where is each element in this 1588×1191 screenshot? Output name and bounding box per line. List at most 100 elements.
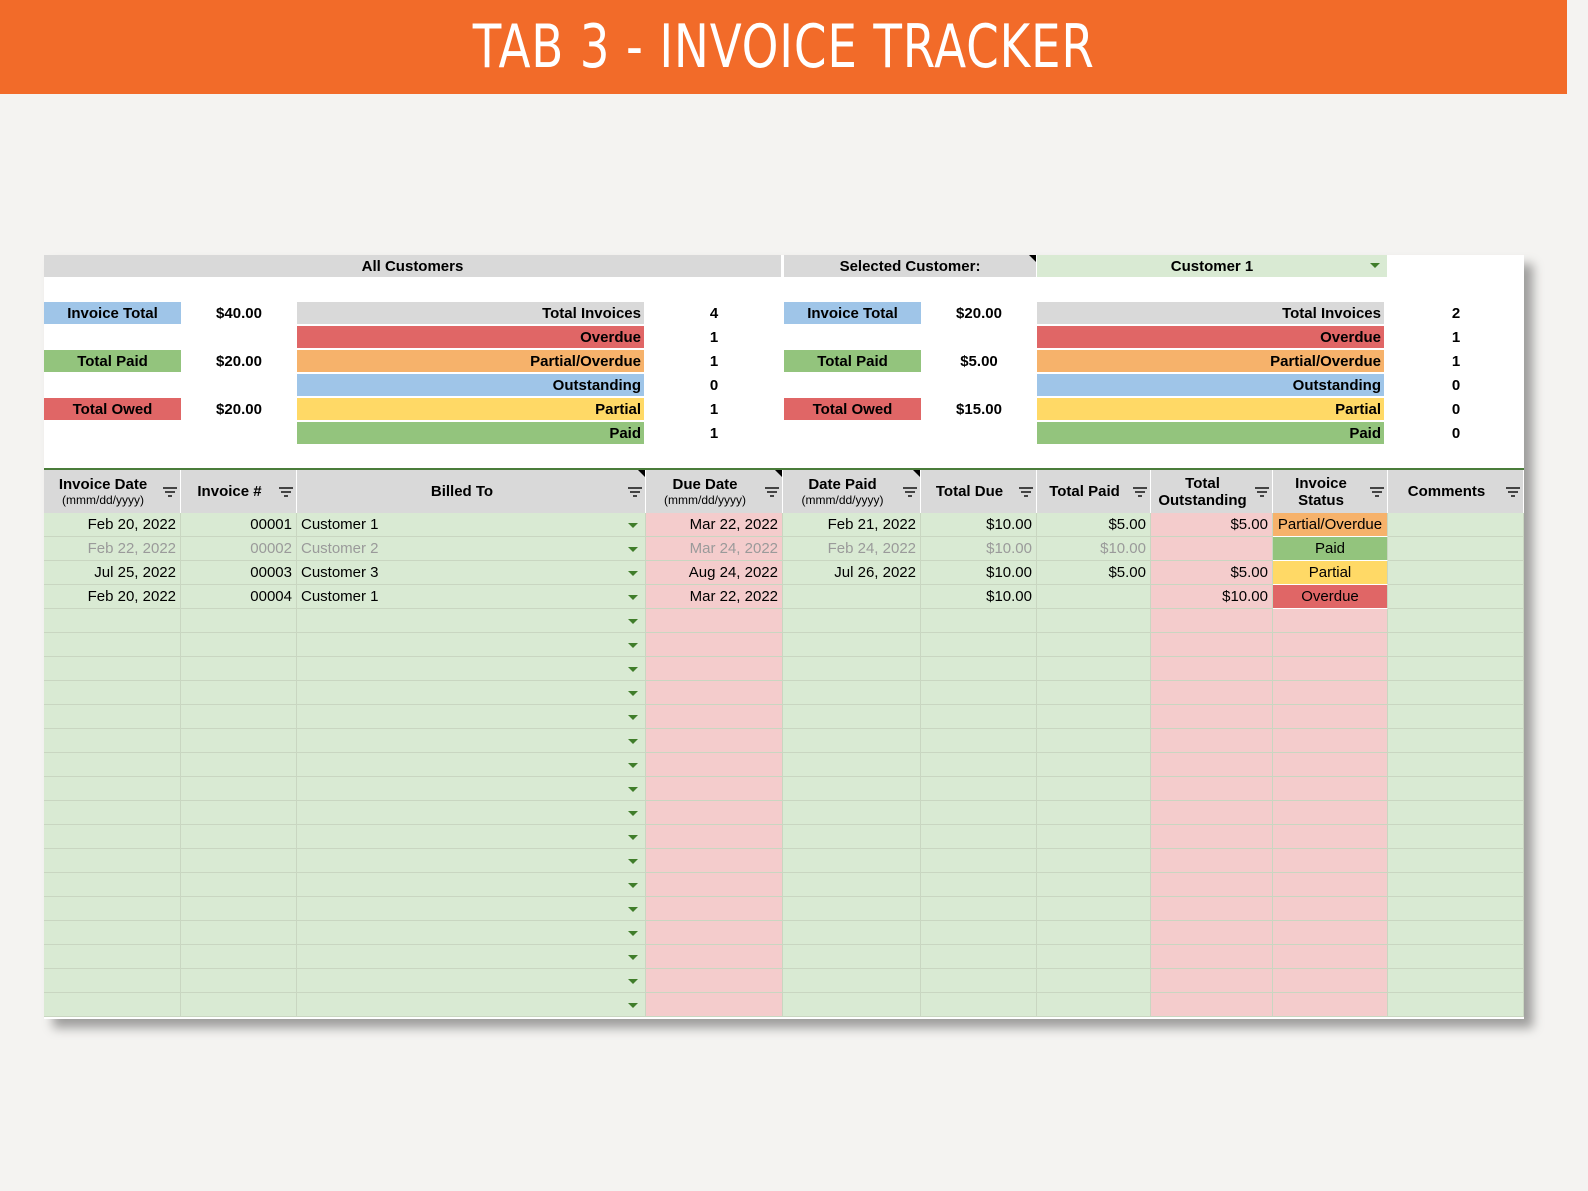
cell-comments[interactable] bbox=[1388, 633, 1524, 657]
cell-due-date[interactable]: Mar 22, 2022 bbox=[646, 513, 783, 537]
cell-invoice-number[interactable] bbox=[181, 825, 297, 849]
cell-billed-to[interactable] bbox=[297, 849, 646, 873]
cell-billed-to[interactable] bbox=[297, 897, 646, 921]
dropdown-arrow-icon[interactable] bbox=[628, 523, 638, 528]
cell-total-paid[interactable] bbox=[1037, 897, 1151, 921]
cell-total-outstanding[interactable] bbox=[1151, 537, 1273, 561]
cell-invoice-number[interactable]: 00004 bbox=[181, 585, 297, 609]
cell-invoice-status[interactable] bbox=[1273, 657, 1388, 681]
cell-date-paid[interactable] bbox=[783, 825, 921, 849]
cell-total-paid[interactable]: $5.00 bbox=[1037, 513, 1151, 537]
cell-invoice-date[interactable] bbox=[44, 657, 181, 681]
cell-invoice-date[interactable] bbox=[44, 873, 181, 897]
cell-total-due[interactable] bbox=[921, 825, 1037, 849]
dropdown-arrow-icon[interactable] bbox=[1370, 263, 1380, 268]
cell-invoice-number[interactable] bbox=[181, 897, 297, 921]
cell-due-date[interactable] bbox=[646, 897, 783, 921]
cell-comments[interactable] bbox=[1388, 681, 1524, 705]
cell-invoice-number[interactable] bbox=[181, 993, 297, 1017]
cell-due-date[interactable] bbox=[646, 705, 783, 729]
cell-total-due[interactable] bbox=[921, 945, 1037, 969]
cell-date-paid[interactable] bbox=[783, 993, 921, 1017]
dropdown-arrow-icon[interactable] bbox=[628, 907, 638, 912]
cell-total-due[interactable] bbox=[921, 705, 1037, 729]
cell-invoice-date[interactable] bbox=[44, 849, 181, 873]
cell-invoice-date[interactable] bbox=[44, 681, 181, 705]
cell-invoice-status[interactable]: Partial/Overdue bbox=[1273, 513, 1388, 537]
cell-total-due[interactable]: $10.00 bbox=[921, 513, 1037, 537]
cell-date-paid[interactable] bbox=[783, 849, 921, 873]
cell-total-paid[interactable]: $5.00 bbox=[1037, 561, 1151, 585]
dropdown-arrow-icon[interactable] bbox=[628, 811, 638, 816]
cell-billed-to[interactable] bbox=[297, 729, 646, 753]
cell-date-paid[interactable] bbox=[783, 729, 921, 753]
cell-date-paid[interactable] bbox=[783, 585, 921, 609]
cell-total-outstanding[interactable] bbox=[1151, 777, 1273, 801]
cell-total-outstanding[interactable] bbox=[1151, 945, 1273, 969]
cell-total-paid[interactable] bbox=[1037, 801, 1151, 825]
cell-invoice-date[interactable] bbox=[44, 705, 181, 729]
cell-comments[interactable] bbox=[1388, 897, 1524, 921]
cell-invoice-number[interactable] bbox=[181, 873, 297, 897]
cell-invoice-date[interactable] bbox=[44, 801, 181, 825]
cell-invoice-date[interactable] bbox=[44, 633, 181, 657]
cell-comments[interactable] bbox=[1388, 825, 1524, 849]
cell-total-outstanding[interactable] bbox=[1151, 657, 1273, 681]
cell-invoice-status[interactable] bbox=[1273, 969, 1388, 993]
cell-total-due[interactable] bbox=[921, 849, 1037, 873]
dropdown-arrow-icon[interactable] bbox=[628, 715, 638, 720]
cell-billed-to[interactable]: Customer 1 bbox=[297, 513, 646, 537]
cell-total-paid[interactable] bbox=[1037, 969, 1151, 993]
cell-date-paid[interactable] bbox=[783, 801, 921, 825]
cell-total-paid[interactable] bbox=[1037, 849, 1151, 873]
cell-comments[interactable] bbox=[1388, 657, 1524, 681]
cell-total-paid[interactable] bbox=[1037, 753, 1151, 777]
cell-invoice-status[interactable] bbox=[1273, 897, 1388, 921]
cell-invoice-status[interactable] bbox=[1273, 873, 1388, 897]
cell-total-outstanding[interactable] bbox=[1151, 873, 1273, 897]
cell-due-date[interactable] bbox=[646, 657, 783, 681]
cell-total-outstanding[interactable] bbox=[1151, 633, 1273, 657]
cell-date-paid[interactable] bbox=[783, 945, 921, 969]
cell-total-outstanding[interactable]: $5.00 bbox=[1151, 513, 1273, 537]
cell-due-date[interactable] bbox=[646, 969, 783, 993]
cell-comments[interactable] bbox=[1388, 873, 1524, 897]
cell-invoice-date[interactable]: Jul 25, 2022 bbox=[44, 561, 181, 585]
cell-total-paid[interactable] bbox=[1037, 777, 1151, 801]
cell-total-outstanding[interactable]: $10.00 bbox=[1151, 585, 1273, 609]
cell-total-due[interactable] bbox=[921, 729, 1037, 753]
cell-due-date[interactable] bbox=[646, 849, 783, 873]
cell-invoice-status[interactable]: Partial bbox=[1273, 561, 1388, 585]
cell-total-paid[interactable] bbox=[1037, 945, 1151, 969]
cell-invoice-date[interactable]: Feb 20, 2022 bbox=[44, 585, 181, 609]
cell-invoice-date[interactable]: Feb 20, 2022 bbox=[44, 513, 181, 537]
dropdown-arrow-icon[interactable] bbox=[628, 931, 638, 936]
cell-invoice-status[interactable] bbox=[1273, 753, 1388, 777]
cell-comments[interactable] bbox=[1388, 993, 1524, 1017]
cell-billed-to[interactable] bbox=[297, 777, 646, 801]
dropdown-arrow-icon[interactable] bbox=[628, 979, 638, 984]
cell-invoice-number[interactable] bbox=[181, 609, 297, 633]
cell-due-date[interactable] bbox=[646, 681, 783, 705]
filter-icon[interactable] bbox=[163, 487, 177, 497]
dropdown-arrow-icon[interactable] bbox=[628, 571, 638, 576]
cell-total-paid[interactable] bbox=[1037, 657, 1151, 681]
cell-total-due[interactable]: $10.00 bbox=[921, 585, 1037, 609]
cell-invoice-status[interactable] bbox=[1273, 705, 1388, 729]
cell-total-paid[interactable] bbox=[1037, 705, 1151, 729]
cell-total-due[interactable] bbox=[921, 921, 1037, 945]
cell-date-paid[interactable] bbox=[783, 873, 921, 897]
cell-invoice-number[interactable]: 00002 bbox=[181, 537, 297, 561]
cell-invoice-status[interactable] bbox=[1273, 609, 1388, 633]
cell-total-outstanding[interactable]: $5.00 bbox=[1151, 561, 1273, 585]
dropdown-arrow-icon[interactable] bbox=[628, 787, 638, 792]
cell-invoice-status[interactable]: Overdue bbox=[1273, 585, 1388, 609]
cell-due-date[interactable] bbox=[646, 993, 783, 1017]
cell-comments[interactable] bbox=[1388, 561, 1524, 585]
cell-invoice-number[interactable] bbox=[181, 945, 297, 969]
cell-invoice-number[interactable] bbox=[181, 681, 297, 705]
filter-icon[interactable] bbox=[628, 487, 642, 497]
dropdown-arrow-icon[interactable] bbox=[628, 595, 638, 600]
cell-invoice-status[interactable] bbox=[1273, 777, 1388, 801]
dropdown-arrow-icon[interactable] bbox=[628, 547, 638, 552]
